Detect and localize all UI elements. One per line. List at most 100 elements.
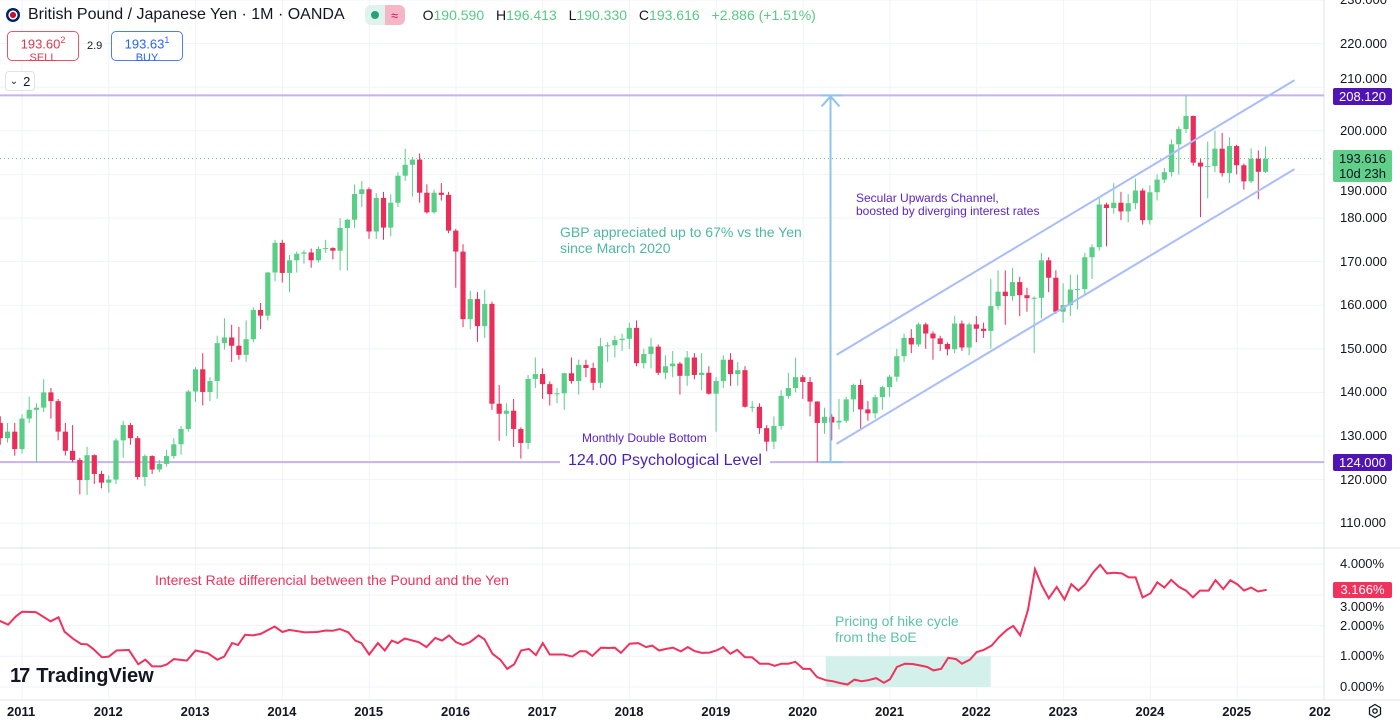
candle-body [135, 438, 141, 477]
candle-body [19, 418, 25, 450]
candle [1140, 188, 1146, 225]
horizontal-levels[interactable] [0, 94, 1324, 464]
candle-body [409, 159, 416, 165]
candle [836, 398, 842, 430]
candle-body [850, 384, 857, 400]
candle-body [518, 429, 524, 443]
annotation-rate-title[interactable]: Interest Rate differencial between the P… [155, 572, 509, 588]
candle-body [952, 323, 958, 350]
candle-body [706, 372, 712, 394]
time-tick-label: 2016 [441, 704, 470, 719]
high-label: H [496, 7, 507, 23]
candle [879, 385, 885, 410]
candle-body [1096, 204, 1102, 248]
candle [1168, 139, 1175, 177]
candle [532, 357, 538, 389]
time-tick-label: 2012 [93, 704, 123, 719]
price-tick-label: 160.000 [1340, 297, 1387, 313]
candle-body [1031, 297, 1037, 299]
candle-body [821, 416, 828, 423]
candle-body [214, 343, 220, 382]
price-tick-label: 110.000 [1340, 515, 1387, 531]
candle-body [597, 346, 603, 383]
buy-button[interactable]: 193.631 BUY [111, 31, 183, 64]
candle-body [1074, 289, 1081, 291]
annotation-double-bottom[interactable]: Monthly Double Bottom [582, 431, 707, 445]
candle-body [1038, 260, 1045, 298]
close-value: 193.616 [649, 7, 700, 23]
rate-tick-label: 2.000% [1340, 617, 1385, 633]
candle [749, 401, 755, 413]
candle [26, 396, 32, 423]
candle-body [1147, 192, 1153, 221]
candle-body [373, 197, 379, 232]
low-value: 190.330 [576, 7, 628, 23]
time-tick-label: 2015 [354, 704, 384, 719]
candle [149, 455, 155, 474]
candle-body [149, 456, 155, 470]
candle-body [250, 309, 256, 340]
candle [70, 425, 76, 463]
candle-body [48, 392, 54, 402]
candle [113, 438, 119, 484]
candle-body [62, 431, 68, 451]
candle-body [988, 306, 994, 331]
candle [959, 320, 965, 351]
candle-body [460, 251, 466, 320]
symbol-title[interactable]: British Pound / Japanese Yen · 1M · OAND… [28, 6, 345, 23]
candle-body [388, 202, 394, 228]
candle-body [771, 425, 777, 442]
hike-cycle-box[interactable] [825, 656, 991, 687]
candle [438, 183, 444, 201]
candle-body [142, 456, 148, 477]
candle-body [438, 192, 444, 195]
sell-button[interactable]: 193.602 SELL [7, 31, 79, 64]
candle-body [865, 409, 871, 414]
annotation-hike-cycle[interactable]: Pricing of hike cycle from the BoE [835, 613, 959, 645]
candle [995, 270, 1001, 310]
candle [460, 244, 466, 327]
candle-body [612, 340, 618, 346]
candle [1241, 163, 1247, 190]
annotation-gbp-appreciation[interactable]: GBP appreciated up to 67% vs the Yen sin… [560, 224, 802, 256]
settings-gear-icon[interactable] [1367, 703, 1383, 719]
candle-body [677, 363, 683, 376]
candle [344, 218, 350, 271]
candle-body [894, 356, 900, 377]
time-tick-label: 2024 [1135, 704, 1165, 719]
candle [793, 357, 799, 393]
candle-body [605, 345, 611, 347]
tradingview-logo[interactable]: 17 TradingView [10, 665, 154, 688]
candle-body [872, 397, 878, 414]
spread-value: 2.9 [87, 40, 103, 52]
status-pill[interactable]: ≈ [364, 5, 405, 25]
candle [388, 194, 394, 237]
close-label: C [638, 7, 650, 23]
candle [626, 322, 632, 349]
annotation-psychological-level[interactable]: 124.00 Psychological Level [560, 453, 770, 469]
candle [901, 333, 907, 362]
annotation-channel[interactable]: Secular Upwards Channel, boosted by dive… [856, 191, 1040, 218]
candle-body [503, 410, 509, 414]
grid [0, 0, 1325, 700]
time-tick-label: 2022 [961, 704, 991, 719]
candle-body [1125, 203, 1131, 212]
high-value: 196.413 [506, 7, 557, 23]
candle [236, 327, 242, 360]
candle-body [995, 291, 1001, 307]
indicators-collapse-button[interactable]: ⌄ 2 [5, 71, 35, 91]
candle [41, 379, 47, 413]
candle-body [1053, 277, 1059, 312]
candle-body [178, 429, 184, 445]
candle [865, 401, 871, 421]
candle [171, 438, 177, 459]
candle [1219, 132, 1225, 177]
candle [908, 329, 914, 354]
candle-body [200, 369, 206, 392]
drawings[interactable] [820, 79, 1295, 464]
candle-body [944, 344, 951, 350]
current-price: 193.616 [1339, 151, 1386, 166]
candle [1046, 257, 1052, 293]
candle [590, 362, 596, 391]
